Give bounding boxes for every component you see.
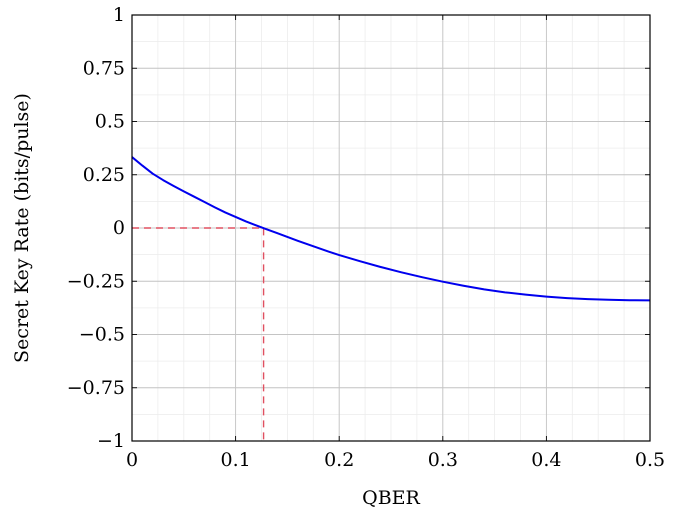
y-tick-label: 0.75 bbox=[83, 57, 125, 79]
y-tick-label: −0.75 bbox=[67, 377, 125, 399]
y-tick-label: 0.5 bbox=[95, 111, 125, 133]
y-tick-labels: −1 −0.75 −0.5 −0.25 0 0.25 0.5 0.75 1 bbox=[67, 4, 125, 452]
y-tick-label: 1 bbox=[113, 4, 125, 26]
x-tick-labels: 0 0.1 0.2 0.3 0.4 0.5 bbox=[126, 449, 665, 471]
x-tick-label: 0.1 bbox=[220, 449, 250, 471]
plot-frame bbox=[131, 14, 651, 442]
y-axis-title: Secret Key Rate (bits/pulse) bbox=[11, 93, 33, 363]
y-tick-label: 0 bbox=[113, 217, 125, 239]
y-tick-label: −0.5 bbox=[79, 324, 125, 346]
y-tick-label: 0.25 bbox=[83, 164, 125, 186]
data-series bbox=[131, 156, 651, 302]
y-tick-label: −1 bbox=[97, 430, 125, 452]
x-tick-label: 0.5 bbox=[635, 449, 665, 471]
secret-key-rate-line bbox=[131, 156, 651, 302]
x-tick-label: 0.2 bbox=[324, 449, 354, 471]
x-tick-label: 0.4 bbox=[531, 449, 561, 471]
x-tick-label: 0 bbox=[126, 449, 138, 471]
x-axis-title: QBER bbox=[362, 487, 420, 509]
y-tick-label: −0.25 bbox=[67, 270, 125, 292]
x-tick-label: 0.3 bbox=[428, 449, 458, 471]
